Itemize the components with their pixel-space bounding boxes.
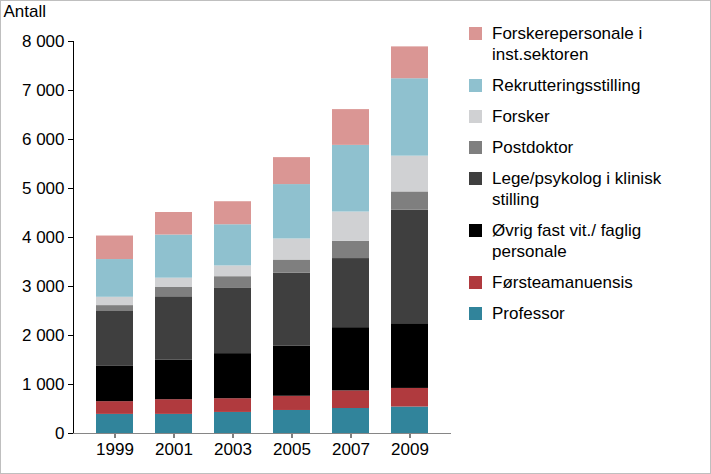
html-text:Postdoktor: Postdoktor [492, 138, 574, 157]
html-text:Forskerepersonale i inst.sekto: Forskerepersonale i inst.sektoren [492, 24, 643, 64]
html-text:Forsker: Forsker [492, 107, 550, 126]
svg-text:2009: 2009 [391, 440, 429, 459]
html-text:Øvrig fast vit./ faglig person: Øvrig fast vit./ faglig personale [492, 221, 642, 261]
svg-text:2003: 2003 [214, 440, 252, 459]
svg-text:1 000: 1 000 [22, 375, 65, 394]
svg-text:2005: 2005 [273, 440, 311, 459]
svg-text:7 000: 7 000 [22, 81, 65, 100]
svg-text:2 000: 2 000 [22, 326, 65, 345]
svg-text:2007: 2007 [332, 440, 370, 459]
html-text:Førsteamanuensis: Førsteamanuensis [492, 273, 633, 292]
svg-text:1999: 1999 [96, 440, 134, 459]
svg-text:8 000: 8 000 [22, 32, 65, 51]
svg-text:3 000: 3 000 [22, 277, 65, 296]
svg-text:2001: 2001 [155, 440, 193, 459]
html-text:Lege/psykolog i klinisk stilli: Lege/psykolog i klinisk stilling [492, 169, 662, 209]
html-text:Rekrutteringsstilling: Rekrutteringsstilling [492, 76, 641, 95]
svg-text:6 000: 6 000 [22, 130, 65, 149]
svg-text:0: 0 [55, 424, 64, 443]
svg-text:5 000: 5 000 [22, 179, 65, 198]
html-text:Professor: Professor [492, 304, 565, 323]
svg-text:4 000: 4 000 [22, 228, 65, 247]
svg-text:Antall: Antall [4, 2, 47, 21]
